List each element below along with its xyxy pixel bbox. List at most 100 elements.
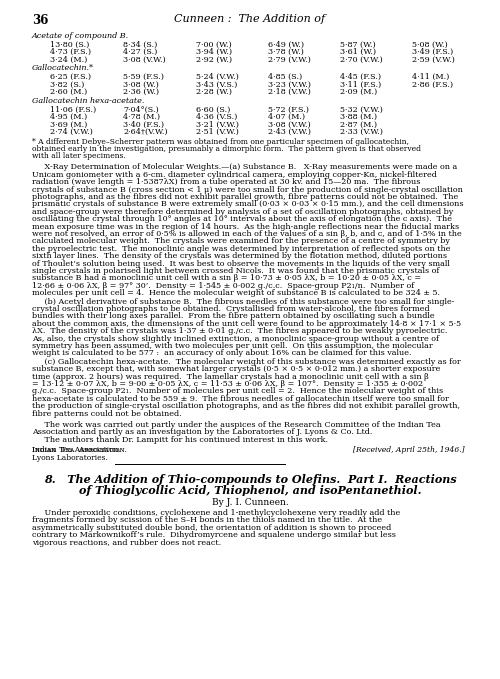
Text: 4·27 (S.): 4·27 (S.) xyxy=(123,48,158,56)
Text: bundles with their long axes parallel.  From the fibre pattern obtained by oscil: bundles with their long axes parallel. F… xyxy=(32,312,434,320)
Text: 3·40 (F.S.): 3·40 (F.S.) xyxy=(123,121,164,128)
Text: 4·11 (M.): 4·11 (M.) xyxy=(412,73,450,81)
Text: substance B had a monoclinic unit cell with a sin β = 10·73 ± 0·05 λX, b = 10·20: substance B had a monoclinic unit cell w… xyxy=(32,274,421,282)
Text: [Received, April 25th, 1946.]: [Received, April 25th, 1946.] xyxy=(354,446,465,454)
Text: Iɴᴅɪᴀɴ  Tᴇᴀ  Aʀʀᴏᴄɪᴀᴛɪᴏɴ.: Iɴᴅɪᴀɴ Tᴇᴀ Aʀʀᴏᴄɪᴀᴛɪᴏɴ. xyxy=(32,446,127,454)
Text: 13·80 (S.): 13·80 (S.) xyxy=(50,41,90,49)
Text: asymmetrically substituted double bond, the orientation of addition is shown to : asymmetrically substituted double bond, … xyxy=(32,524,391,532)
Text: 5·87 (W.): 5·87 (W.) xyxy=(340,41,376,49)
Text: radiation (wave length = 1·5387λX) from a tube operated at 30 kv. and 15—20 ma. : radiation (wave length = 1·5387λX) from … xyxy=(32,178,420,186)
Text: 5·24 (V.W.): 5·24 (V.W.) xyxy=(196,73,239,81)
Text: 5·59 (F.S.): 5·59 (F.S.) xyxy=(123,73,164,81)
Text: 4·85 (S.): 4·85 (S.) xyxy=(268,73,302,81)
Text: 2·64†(V.W.): 2·64†(V.W.) xyxy=(123,128,168,136)
Text: 2·36 (W.): 2·36 (W.) xyxy=(123,88,159,96)
Text: 3·08 (V.W.): 3·08 (V.W.) xyxy=(123,56,166,64)
Text: 5·32 (V.W.): 5·32 (V.W.) xyxy=(340,105,383,113)
Text: crystals of substance B (cross section < 1 μ) were too small for the production : crystals of substance B (cross section <… xyxy=(32,185,463,194)
Text: 4·07 (M.): 4·07 (M.) xyxy=(268,113,305,121)
Text: 3·08 (W.): 3·08 (W.) xyxy=(123,81,159,88)
Text: 2·18 (V.W.): 2·18 (V.W.) xyxy=(268,88,311,96)
Text: 5·08 (W.): 5·08 (W.) xyxy=(412,41,448,49)
Text: the production of single-crystal oscillation photographs, and as the fibres did : the production of single-crystal oscilla… xyxy=(32,402,460,410)
Text: 3·69 (M.): 3·69 (M.) xyxy=(50,121,88,128)
Text: were not resolved, an error of 0·5% is allowed in each of the values of a sin β,: were not resolved, an error of 0·5% is a… xyxy=(32,230,462,238)
Text: 3·08 (V.W.): 3·08 (V.W.) xyxy=(268,121,311,128)
Text: 3·78 (W.): 3·78 (W.) xyxy=(268,48,304,56)
Text: of Thoulet’s solution being used.  It was best to observe the movements in the l: of Thoulet’s solution being used. It was… xyxy=(32,259,450,268)
Text: = 13·12 ± 0·07 λX, b = 9·00 ± 0·05 λX, c = 11·53 ± 0·06 λX, β = 107°.  Density =: = 13·12 ± 0·07 λX, b = 9·00 ± 0·05 λX, c… xyxy=(32,380,423,388)
Text: hexa-acetate is calculated to be 559 ± 9.  The fibrous needles of gallocatechin : hexa-acetate is calculated to be 559 ± 9… xyxy=(32,394,449,403)
Text: Lyons Laboratories.: Lyons Laboratories. xyxy=(32,454,108,462)
Text: 3·82 (S.): 3·82 (S.) xyxy=(50,81,84,88)
Text: single crystals in polarised light between crossed Nicols.  It was found that th: single crystals in polarised light betwe… xyxy=(32,267,440,275)
Text: mean exposure time was in the region of 14 hours.  As the high-angle reflections: mean exposure time was in the region of … xyxy=(32,223,459,231)
Text: Gallocatechin.*: Gallocatechin.* xyxy=(32,65,94,73)
Text: 3·24 (M.): 3·24 (M.) xyxy=(50,56,88,64)
Text: The authors thank Dr. Lampitt for his continued interest in this work.: The authors thank Dr. Lampitt for his co… xyxy=(32,436,328,444)
Text: photographs, and as the fibres did not exhibit parallel growth, fibre patterns c: photographs, and as the fibres did not e… xyxy=(32,193,458,201)
Text: 11·06 (F.S.): 11·06 (F.S.) xyxy=(50,105,96,113)
Text: 2·51 (V.W.): 2·51 (V.W.) xyxy=(196,128,239,136)
Text: 5·72 (F.S.): 5·72 (F.S.) xyxy=(268,105,309,113)
Text: 12·66 ± 0·06 λX, β = 97° 30’.  Density = 1·545 ± 0·002 g./c.c.  Space-group P2₁/: 12·66 ± 0·06 λX, β = 97° 30’. Density = … xyxy=(32,282,414,290)
Text: substance B, except that, with somewhat larger crystals (0·5 × 0·5 × 0·012 mm.) : substance B, except that, with somewhat … xyxy=(32,365,440,373)
Text: about the common axis, the dimensions of the unit cell were found to be approxim: about the common axis, the dimensions of… xyxy=(32,320,461,328)
Text: of Thioglycollic Acid, Thiophenol, and isoPentanethiol.: of Thioglycollic Acid, Thiophenol, and i… xyxy=(79,485,421,496)
Text: Acetate of compound B.: Acetate of compound B. xyxy=(32,32,129,40)
Text: 36: 36 xyxy=(32,14,48,27)
Text: 6·60 (S.): 6·60 (S.) xyxy=(196,105,230,113)
Text: weight is calculated to be 577 :  an accuracy of only about 16% can be claimed f: weight is calculated to be 577 : an accu… xyxy=(32,350,411,357)
Text: 2·74 (V.W.): 2·74 (V.W.) xyxy=(50,128,93,136)
Text: sixth layer lines.  The density of the crystals was determined by the flotation : sixth layer lines. The density of the cr… xyxy=(32,252,447,260)
Text: X-Ray Determination of Molecular Weights.—(a) Substance B.   X-Ray measurements : X-Ray Determination of Molecular Weights… xyxy=(32,164,457,171)
Text: 2·59 (V.W.): 2·59 (V.W.) xyxy=(412,56,455,64)
Text: 3·21 (V.W.): 3·21 (V.W.) xyxy=(196,121,239,128)
Text: 2·28 (W.): 2·28 (W.) xyxy=(196,88,232,96)
Text: Association and partly as an investigation by the Laboratories of J. Lyons & Co.: Association and partly as an investigati… xyxy=(32,428,372,437)
Text: contrary to Markownikoff’s rule.  Dihydromyrcene and squalene undergo similar bu: contrary to Markownikoff’s rule. Dihydro… xyxy=(32,531,396,539)
Text: prismatic crystals of substance B were extremely small (0·03 × 0·03 × 0·15 mm.),: prismatic crystals of substance B were e… xyxy=(32,200,464,208)
Text: symmetry has been assumed, with two molecules per unit cell.  On this assumption: symmetry has been assumed, with two mole… xyxy=(32,342,433,350)
Text: 6·49 (W.): 6·49 (W.) xyxy=(268,41,304,49)
Text: 2·60 (M.): 2·60 (M.) xyxy=(50,88,88,96)
Text: By J. I. Cunneen.: By J. I. Cunneen. xyxy=(212,498,288,507)
Text: g./c.c.  Space-group P2₁.  Number of molecules per unit cell = 2.  Hence the mol: g./c.c. Space-group P2₁. Number of molec… xyxy=(32,388,443,395)
Text: 2·33 (V.W.): 2·33 (V.W.) xyxy=(340,128,383,136)
Text: 4·36 (V.S.): 4·36 (V.S.) xyxy=(196,113,237,121)
Text: 2·09 (M.): 2·09 (M.) xyxy=(340,88,378,96)
Text: 6·25 (F.S.): 6·25 (F.S.) xyxy=(50,73,91,81)
Text: 7·04°(S.): 7·04°(S.) xyxy=(123,105,159,113)
Text: 3·88 (M.): 3·88 (M.) xyxy=(340,113,377,121)
Text: (b) Acetyl derivative of substance B.  The fibrous needles of this substance wer: (b) Acetyl derivative of substance B. Th… xyxy=(32,297,454,306)
Text: fibre patterns could not be obtained.: fibre patterns could not be obtained. xyxy=(32,409,182,418)
Text: 2·70 (V.W.): 2·70 (V.W.) xyxy=(340,56,383,64)
Text: oscillating the crystal through 10° angles at 10° intervals about the axis of el: oscillating the crystal through 10° angl… xyxy=(32,215,452,223)
Text: 3·11 (F.S.): 3·11 (F.S.) xyxy=(340,81,382,88)
Text: 3·61 (W.): 3·61 (W.) xyxy=(340,48,376,56)
Text: Cunneen :  The Addition of: Cunneen : The Addition of xyxy=(174,14,326,24)
Text: Gallocatechin hexa-acetate.: Gallocatechin hexa-acetate. xyxy=(32,97,144,105)
Text: 4·95 (M.): 4·95 (M.) xyxy=(50,113,88,121)
Text: obtained early in the investigation, presumably a dimorphic form.  The pattern g: obtained early in the investigation, pre… xyxy=(32,145,421,153)
Text: 4·78 (M.): 4·78 (M.) xyxy=(123,113,160,121)
Text: Indian Tea Association.: Indian Tea Association. xyxy=(32,446,121,454)
Text: 7·00 (W.): 7·00 (W.) xyxy=(196,41,232,49)
Text: 2·43 (V.W.): 2·43 (V.W.) xyxy=(268,128,311,136)
Text: fragments formed by scission of the S–H bonds in the thiols named in the title. : fragments formed by scission of the S–H … xyxy=(32,517,382,524)
Text: and space-group were therefore determined by analysis of a set of oscillation ph: and space-group were therefore determine… xyxy=(32,208,453,216)
Text: As, also, the crystals show slightly inclined extinction, a monoclinic space-gro: As, also, the crystals show slightly inc… xyxy=(32,335,439,343)
Text: crystal oscillation photographs to be obtained.  Crystallised from water-alcohol: crystal oscillation photographs to be ob… xyxy=(32,305,429,313)
Text: 3·94 (W.): 3·94 (W.) xyxy=(196,48,232,56)
Text: the pyroelectric test.  The monoclinic angle was determined by interpretation of: the pyroelectric test. The monoclinic an… xyxy=(32,245,450,253)
Text: The work was carried out partly under the auspices of the Research Committee of : The work was carried out partly under th… xyxy=(32,421,440,429)
Text: calculated molecular weight.  The crystals were examined for the presence of a c: calculated molecular weight. The crystal… xyxy=(32,238,450,245)
Text: molecules per unit cell = 4.  Hence the molecular weight of substance B is calcu: molecules per unit cell = 4. Hence the m… xyxy=(32,289,440,297)
Text: 2·87 (M.): 2·87 (M.) xyxy=(340,121,377,128)
Text: 8·34 (S.): 8·34 (S.) xyxy=(123,41,158,49)
Text: λX.  The density of the crystals was 1·37 ± 0·01 g./c.c.  The fibres appeared to: λX. The density of the crystals was 1·37… xyxy=(32,327,448,335)
Text: 2·79 (V.W.): 2·79 (V.W.) xyxy=(268,56,311,64)
Text: 4·45 (F.S.): 4·45 (F.S.) xyxy=(340,73,381,81)
Text: with all later specimens.: with all later specimens. xyxy=(32,152,126,160)
Text: * A different Debye–Scherrer pattern was obtained from one particular specimen o: * A different Debye–Scherrer pattern was… xyxy=(32,138,409,146)
